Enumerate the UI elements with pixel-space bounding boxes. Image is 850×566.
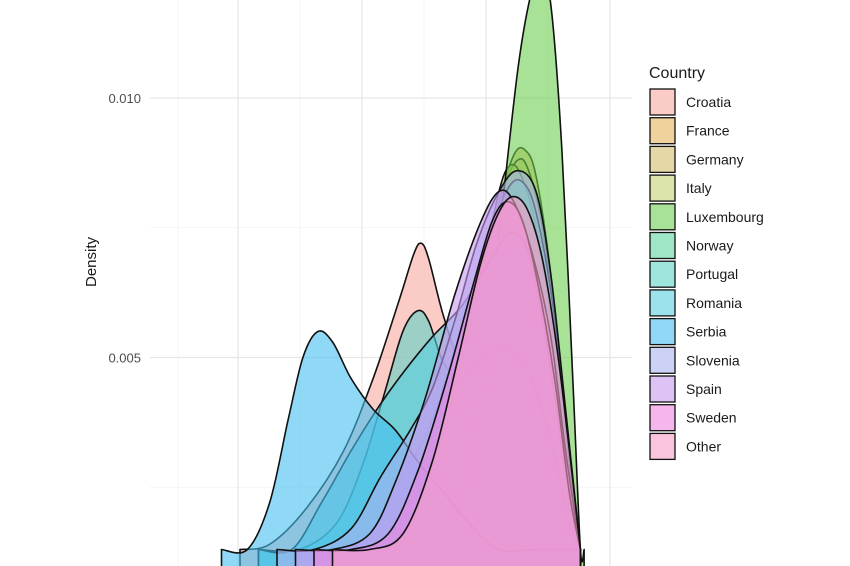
legend-key-germany [649, 145, 676, 174]
legend-label: Sweden [686, 410, 737, 426]
legend-key-sweden [649, 404, 676, 432]
legend-key-romania [649, 289, 676, 317]
legend: Country Croatia France Germany Italy Luxembo… [649, 65, 764, 461]
legend-key-luxembourg [649, 203, 676, 231]
legend-label: Serbia [686, 324, 727, 340]
legend-label: Croatia [686, 94, 731, 110]
y-axis: 0.005 0.010 [108, 91, 141, 366]
y-axis-title: Density [83, 236, 100, 287]
legend-title: Country [649, 65, 705, 82]
density-curves [220, 0, 585, 566]
legend-key-other [649, 432, 676, 461]
legend-key-norway [649, 231, 676, 260]
legend-key-slovenia [649, 346, 676, 374]
legend-label: France [686, 123, 730, 139]
legend-key-serbia [649, 317, 676, 346]
legend-label: Germany [686, 151, 744, 167]
legend-label: Portugal [686, 266, 738, 282]
legend-label: Luxembourg [686, 209, 764, 225]
legend-label: Spain [686, 381, 722, 397]
density-curve-other [331, 195, 582, 566]
legend-label: Romania [686, 295, 742, 311]
y-tick-label: 0.010 [108, 91, 141, 106]
legend-key-croatia [649, 88, 676, 116]
legend-label: Italy [686, 180, 712, 196]
legend-label: Slovenia [686, 352, 740, 368]
legend-key-france [649, 117, 676, 145]
legend-label: Norway [686, 238, 733, 254]
y-tick-label: 0.005 [108, 351, 141, 366]
legend-label: Other [686, 438, 721, 454]
legend-key-italy [649, 174, 676, 202]
legend-key-spain [649, 375, 676, 403]
legend-key-portugal [649, 260, 676, 288]
